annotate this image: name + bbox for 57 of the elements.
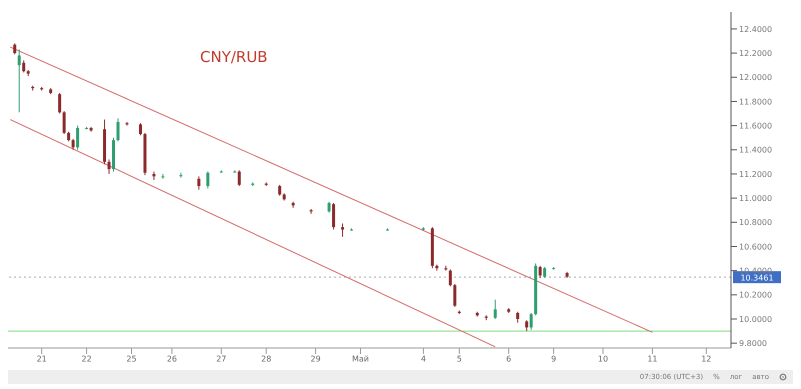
- candlestick: [525, 320, 528, 332]
- candlestick: [76, 125, 80, 150]
- y-tick-label: 11.0000: [739, 194, 772, 203]
- candlestick: [13, 42, 16, 55]
- y-tick-label: 10.0000: [739, 314, 772, 324]
- y-tick-label: 11.8000: [739, 97, 772, 106]
- y-tick-label: 11.4000: [739, 146, 772, 155]
- candlestick: [206, 171, 210, 189]
- candlestick: [22, 60, 26, 73]
- y-tick-label: 11.2000: [739, 170, 772, 179]
- x-tick-label: 6: [506, 354, 512, 364]
- text: CNY/RUB: [200, 48, 268, 66]
- candlestick: [62, 110, 66, 135]
- x-tick-label: 27: [216, 354, 226, 364]
- x-tick-label: 9: [551, 354, 556, 364]
- x-tick-label: 26: [166, 354, 178, 364]
- candlestick: [332, 202, 336, 230]
- candlestick: [138, 122, 142, 136]
- y-tick-label: 12.4000: [739, 24, 772, 34]
- y-tick-label: 10.4000: [739, 266, 772, 276]
- y-tick-label: 12.0000: [739, 73, 772, 82]
- candlestick: [494, 299, 497, 320]
- ref-line-label: 10.3461: [740, 274, 774, 283]
- candlestick: [448, 268, 452, 287]
- x-tick-label: 22: [81, 354, 92, 364]
- x-tick-label: 25: [126, 354, 137, 364]
- x-tick-label: 10: [598, 354, 608, 364]
- y-tick-label: 12.2000: [739, 48, 772, 58]
- candlestick: [516, 311, 520, 324]
- candlestick: [453, 283, 456, 308]
- y-tick-label: 10.2000: [739, 290, 772, 300]
- x-tick-label: 12: [701, 354, 712, 364]
- x-tick-label: 5: [456, 354, 462, 364]
- candlestick: [197, 176, 200, 190]
- candlestick: [543, 266, 546, 278]
- candlestick: [278, 184, 282, 196]
- x-tick-label: 11: [647, 354, 658, 364]
- candlestick: [72, 138, 75, 150]
- candlestick: [538, 265, 542, 278]
- candlestick: [328, 201, 331, 214]
- x-tick-label: 28: [261, 354, 272, 364]
- candlestick: [116, 118, 120, 142]
- y-tick-label: 11.6000: [739, 121, 772, 130]
- candlestick: [58, 92, 62, 114]
- x-tick-label: Май: [352, 354, 370, 364]
- y-tick-label: 10.8000: [739, 218, 772, 228]
- candlestick: [67, 131, 70, 142]
- x-tick-label: 29: [310, 354, 321, 364]
- y-tick-label: 9.8000: [739, 339, 767, 348]
- y-tick-label: 10.6000: [739, 242, 772, 252]
- candlestick: [238, 170, 241, 187]
- x-tick-label: 4: [420, 354, 426, 364]
- candlestick: [530, 312, 533, 330]
- candlestick: [18, 48, 21, 113]
- candlestick: [108, 158, 111, 174]
- x-tick-label: 21: [36, 354, 47, 364]
- candlestick: [341, 223, 344, 238]
